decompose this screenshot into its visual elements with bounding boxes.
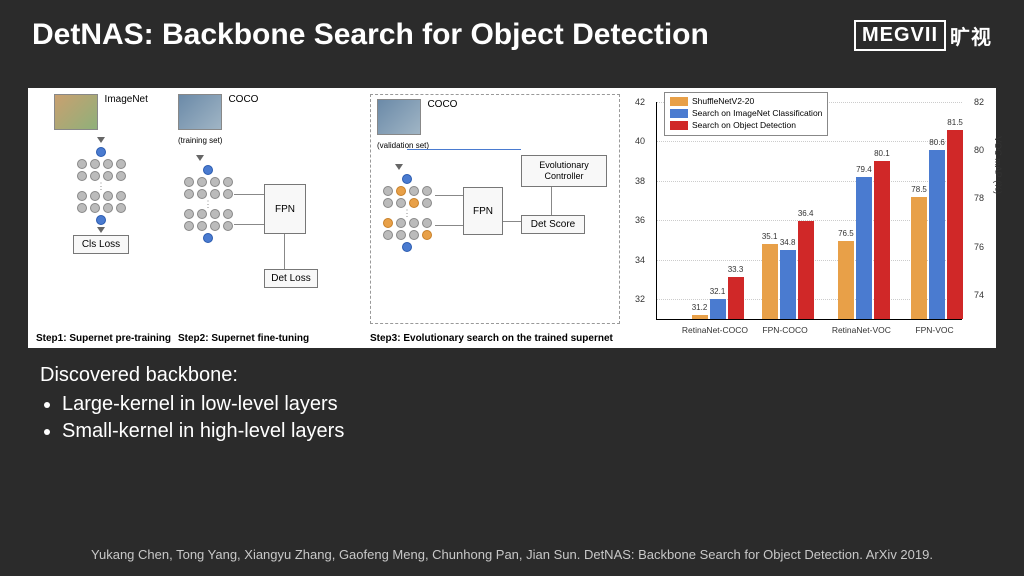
bar-group: 35.134.836.4 bbox=[758, 221, 818, 319]
connector bbox=[284, 234, 285, 269]
findings-heading: Discovered backbone: bbox=[40, 362, 1024, 389]
step1: ImageNet ⋮ Cls Loss bbox=[36, 94, 166, 324]
page-title: DetNAS: Backbone Search for Object Detec… bbox=[32, 18, 709, 52]
step2: COCO(training set) ⋮ FPN Det Loss bbox=[178, 94, 358, 324]
network-icon: ⋮ bbox=[377, 174, 437, 252]
bar: 32.1 bbox=[710, 299, 726, 319]
header: DetNAS: Backbone Search for Object Detec… bbox=[0, 0, 1024, 60]
det-score-box: Det Score bbox=[521, 215, 585, 234]
imagenet-thumb bbox=[54, 94, 98, 130]
bar: 81.5 bbox=[947, 130, 963, 319]
x-category: FPN-VOC bbox=[901, 325, 969, 335]
network-icon: ⋮ bbox=[36, 147, 166, 225]
arrow-icon bbox=[196, 155, 204, 161]
bar: 33.3 bbox=[728, 277, 744, 319]
step2-caption: Step2: Supernet fine-tuning bbox=[178, 333, 309, 344]
coco-thumb bbox=[178, 94, 222, 130]
finding-item: Large-kernel in low-level layers bbox=[62, 391, 1024, 418]
x-category: RetinaNet-VOC bbox=[827, 325, 895, 335]
bar: 78.5 bbox=[911, 197, 927, 319]
bar: 80.1 bbox=[874, 161, 890, 319]
legend-row: Search on ImageNet Classification bbox=[670, 108, 822, 120]
figure-panel: ImageNet ⋮ Cls Loss Step1: Supernet pre-… bbox=[28, 88, 996, 348]
bar-group: 31.232.133.3 bbox=[688, 277, 748, 319]
logo-cn: 旷视 bbox=[950, 21, 992, 50]
det-loss-box: Det Loss bbox=[264, 269, 318, 288]
cls-loss-box: Cls Loss bbox=[73, 235, 129, 254]
connector bbox=[551, 187, 552, 215]
diagram-area: ImageNet ⋮ Cls Loss Step1: Supernet pre-… bbox=[28, 88, 628, 348]
bar-group: 76.579.480.1 bbox=[834, 161, 894, 319]
chart-area: 323436384042747678808231.232.133.3Retina… bbox=[628, 88, 996, 348]
logo: MEGVII 旷视 bbox=[854, 20, 992, 51]
bar: 31.2 bbox=[692, 315, 708, 319]
connector bbox=[407, 149, 521, 150]
bar: 79.4 bbox=[856, 177, 872, 319]
connector bbox=[435, 195, 463, 196]
x-category: FPN-COCO bbox=[751, 325, 819, 335]
arrow-icon bbox=[97, 227, 105, 233]
right-axis-label: VOC mAP (%) bbox=[993, 136, 1003, 194]
step1-caption: Step1: Supernet pre-training bbox=[36, 333, 171, 344]
connector bbox=[435, 225, 463, 226]
bar: 36.4 bbox=[798, 221, 814, 319]
arrow-icon bbox=[395, 164, 403, 170]
fpn-box: FPN bbox=[463, 187, 503, 235]
bar: 35.1 bbox=[762, 244, 778, 319]
chart-legend: ShuffleNetV2-20Search on ImageNet Classi… bbox=[664, 92, 828, 136]
step3-caption: Step3: Evolutionary search on the traine… bbox=[370, 333, 613, 344]
fpn-box: FPN bbox=[264, 184, 306, 234]
connector bbox=[234, 224, 264, 225]
citation: Yukang Chen, Tong Yang, Xiangyu Zhang, G… bbox=[0, 547, 1024, 562]
bar: 80.6 bbox=[929, 150, 945, 319]
legend-row: Search on Object Detection bbox=[670, 120, 822, 132]
coco-thumb bbox=[377, 99, 421, 135]
step1-img-label: ImageNet bbox=[105, 94, 148, 105]
connector bbox=[503, 221, 521, 222]
arrow-icon bbox=[97, 137, 105, 143]
bar: 76.5 bbox=[838, 241, 854, 319]
logo-text: MEGVII bbox=[854, 20, 946, 51]
bar: 34.8 bbox=[780, 250, 796, 319]
x-category: RetinaNet-COCO bbox=[681, 325, 749, 335]
finding-item: Small-kernel in high-level layers bbox=[62, 418, 1024, 445]
step3: COCO(validation set) ⋮ FPN Evolutionary … bbox=[370, 94, 620, 324]
evo-controller-box: Evolutionary Controller bbox=[521, 155, 607, 187]
connector bbox=[234, 194, 264, 195]
findings: Discovered backbone: Large-kernel in low… bbox=[40, 362, 1024, 445]
legend-row: ShuffleNetV2-20 bbox=[670, 96, 822, 108]
network-icon: ⋮ bbox=[178, 165, 238, 243]
bar-group: 78.580.681.5 bbox=[907, 130, 967, 319]
